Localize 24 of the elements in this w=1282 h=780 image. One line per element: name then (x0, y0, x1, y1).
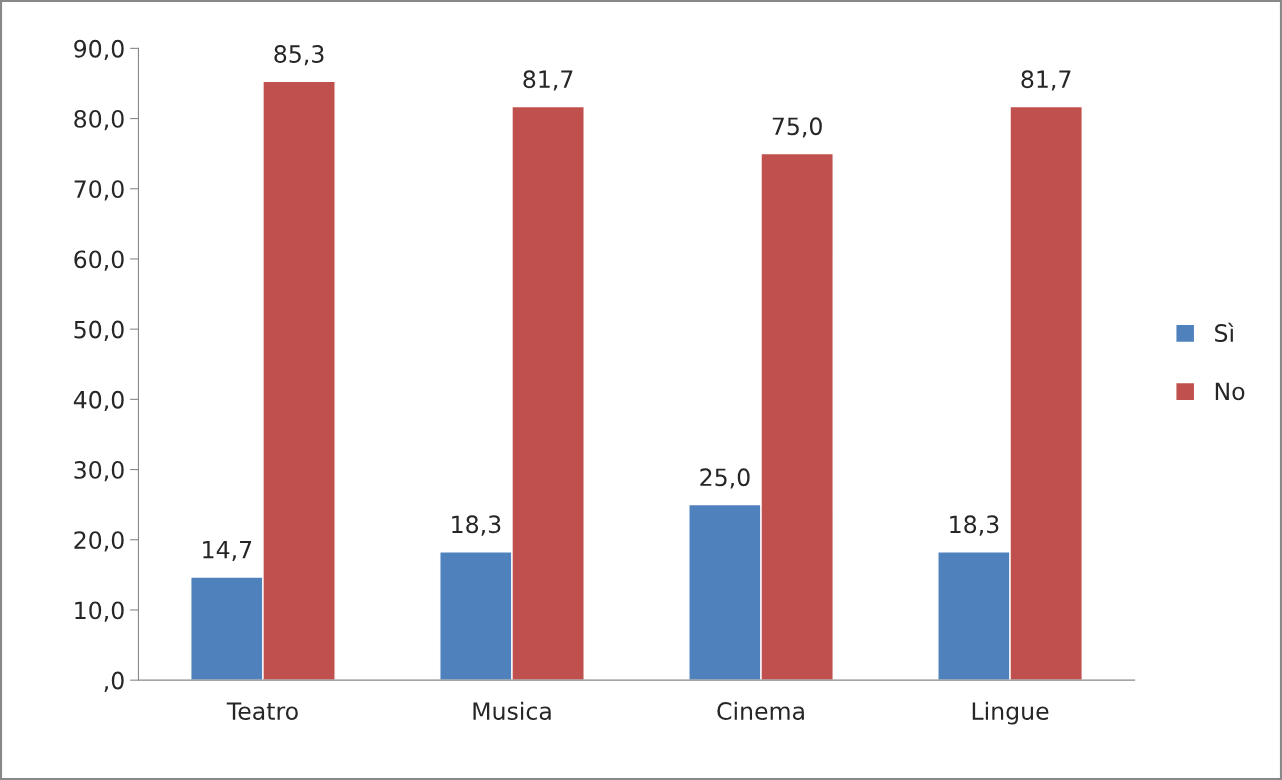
data-label: 81,7 (523, 70, 573, 91)
x-tick-label: Musica (473, 701, 551, 720)
legend-label: No (1215, 382, 1245, 401)
y-tick-label: 90,0 (74, 39, 124, 61)
data-label: 18,3 (452, 515, 501, 536)
y-tick-label: 30,0 (74, 461, 124, 482)
x-tick-label: Lingue (972, 701, 1049, 725)
x-tick-label: Teatro (226, 702, 298, 720)
y-tick-label: 20,0 (74, 531, 124, 552)
x-tick-label: Cinema (717, 701, 804, 720)
data-label: 85,3 (274, 45, 324, 66)
y-tick-label: 70,0 (74, 180, 124, 201)
data-label: 18,3 (950, 515, 999, 536)
y-tick-label: ,0 (104, 671, 124, 692)
y-tick-label: 10,0 (75, 601, 124, 622)
data-label: 14,7 (203, 540, 252, 561)
data-label: 25,0 (700, 468, 750, 489)
legend-label: Sì (1215, 322, 1234, 342)
y-tick-label: 40,0 (73, 390, 124, 412)
y-tick-label: 60,0 (74, 250, 124, 271)
data-label: 75,0 (772, 117, 822, 138)
y-tick-label: 50,0 (74, 320, 124, 341)
y-tick-label: 80,0 (74, 110, 124, 131)
data-label: 81,7 (1021, 70, 1071, 91)
